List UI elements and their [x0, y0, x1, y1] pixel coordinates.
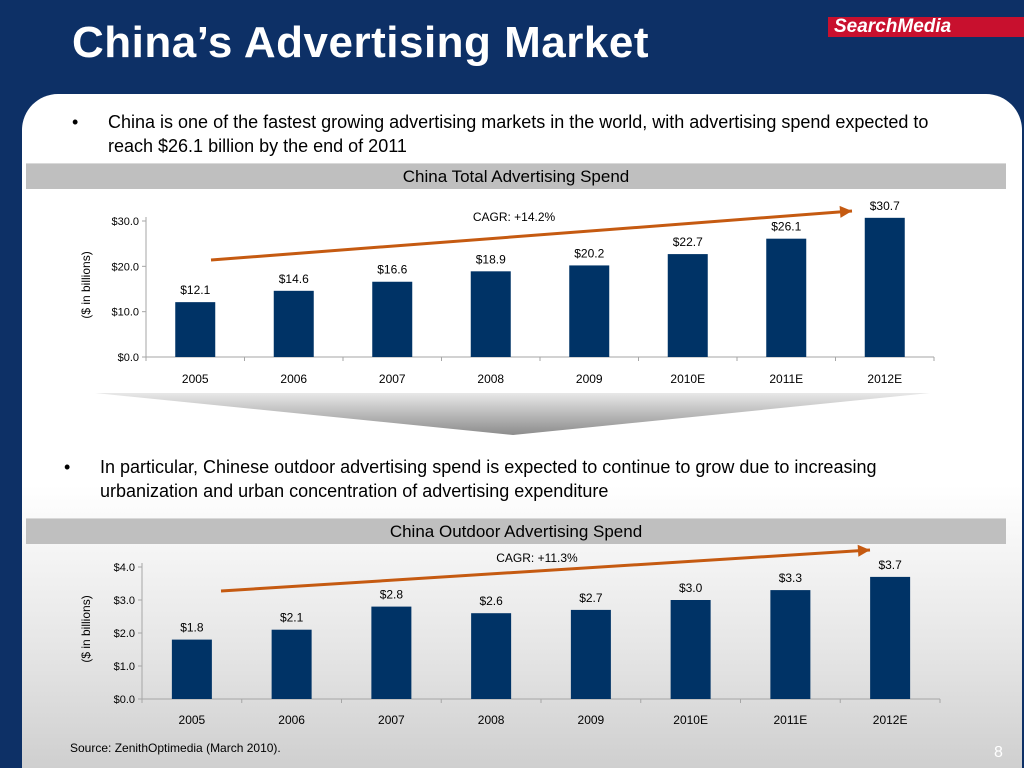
chart2-bar	[670, 600, 711, 699]
chart2-cagr-arrowhead	[857, 544, 870, 557]
chart1-bar	[667, 254, 708, 357]
chart2-category-label: 2008	[478, 713, 505, 727]
chart1-cagr-arrow	[210, 209, 853, 262]
source-note: Source: ZenithOptimedia (March 2010).	[70, 741, 281, 755]
chart1-title: China Total Advertising Spend	[26, 163, 1006, 189]
chart2-y-tick-label: $2.0	[114, 628, 135, 640]
chart2-y-tick-label: $1.0	[114, 661, 135, 673]
bullet-2-text: In particular, Chinese outdoor advertisi…	[100, 457, 877, 501]
chart1-category-label: 2012E	[867, 372, 902, 386]
chart2-bar	[570, 609, 611, 699]
chart1-bar	[175, 302, 216, 357]
bullet-1-text: China is one of the fastest growing adve…	[108, 112, 929, 156]
chart2-data-label: $2.8	[380, 588, 404, 602]
chart1-data-label: $26.1	[771, 220, 801, 234]
chart1-data-label: $12.1	[180, 283, 210, 297]
chart2-title: China Outdoor Advertising Spend	[26, 518, 1006, 544]
chart1-category-label: 2007	[379, 372, 406, 386]
chart2-category-label: 2010E	[673, 713, 708, 727]
chart1-category-label: 2009	[576, 372, 603, 386]
chart2-y-axis-label: ($ in billions)	[79, 595, 93, 662]
chart1-y-tick-label: $20.0	[111, 261, 139, 273]
chart1-data-label: $20.2	[574, 246, 604, 260]
chart2-bar	[171, 639, 212, 699]
chart1-y-tick-label: $30.0	[111, 216, 139, 228]
chart2-bar	[870, 576, 911, 699]
chart2-data-label: $2.1	[280, 611, 304, 625]
chart1-data-label: $16.6	[377, 263, 407, 277]
searchmedia-logo: SearchMedia	[828, 17, 1024, 37]
chart1-bar	[372, 281, 413, 357]
funnel-divider	[95, 393, 930, 435]
chart2-bar	[371, 606, 412, 699]
chart2-category-label: 2011E	[773, 713, 807, 727]
chart2-category-label: 2012E	[873, 713, 908, 727]
chart2-category-label: 2007	[378, 713, 405, 727]
chart1-cagr-arrowhead	[839, 205, 852, 218]
chart1-bar	[470, 271, 511, 357]
chart2-category-label: 2009	[578, 713, 605, 727]
chart1-data-label: $30.7	[870, 199, 900, 213]
chart2-bar	[271, 629, 312, 699]
chart1-category-label: 2011E	[769, 372, 803, 386]
chart2-data-label: $1.8	[180, 621, 204, 635]
slide-title: China’s Advertising Market	[72, 18, 649, 67]
chart2-bar	[770, 590, 811, 699]
bullet-1: • China is one of the fastest growing ad…	[72, 110, 932, 158]
chart1-bar	[766, 238, 807, 357]
chart1-data-label: $18.9	[476, 252, 506, 266]
chart1-cagr-label: CAGR: +14.2%	[473, 210, 556, 224]
chart2-y-tick-label: $4.0	[114, 562, 135, 574]
chart1-y-tick-label: $0.0	[118, 352, 139, 364]
bullet-2: • In particular, Chinese outdoor adverti…	[64, 455, 964, 503]
chart2-data-label: $2.7	[579, 591, 603, 605]
chart1-y-axis-label: ($ in billions)	[79, 251, 93, 318]
chart1-category-label: 2006	[280, 372, 307, 386]
chart2-y-tick-label: $0.0	[114, 694, 135, 706]
chart1-y-tick-label: $10.0	[111, 307, 139, 319]
chart1-bar	[864, 217, 905, 357]
chart1-bar	[569, 265, 610, 357]
chart1-data-label: $22.7	[673, 235, 703, 249]
chart2-bar	[471, 613, 512, 699]
chart2-data-label: $3.3	[779, 571, 803, 585]
bullet-dot: •	[72, 112, 79, 132]
chart2-category-label: 2005	[179, 713, 206, 727]
chart2-data-label: $2.6	[479, 594, 503, 608]
bullet-dot: •	[64, 457, 71, 477]
chart1-category-label: 2008	[477, 372, 504, 386]
chart1-data-label: $14.6	[279, 272, 309, 286]
chart1-bar	[273, 290, 314, 357]
chart2-cagr-label: CAGR: +11.3%	[496, 551, 578, 565]
chart2-category-label: 2006	[278, 713, 305, 727]
chart2-cagr-arrow	[220, 548, 871, 593]
chart1-category-label: 2005	[182, 372, 209, 386]
page-number: 8	[994, 744, 1003, 761]
chart2-data-label: $3.7	[878, 558, 902, 572]
chart1-category-label: 2010E	[670, 372, 705, 386]
chart2-data-label: $3.0	[679, 581, 703, 595]
chart2-y-tick-label: $3.0	[114, 595, 135, 607]
